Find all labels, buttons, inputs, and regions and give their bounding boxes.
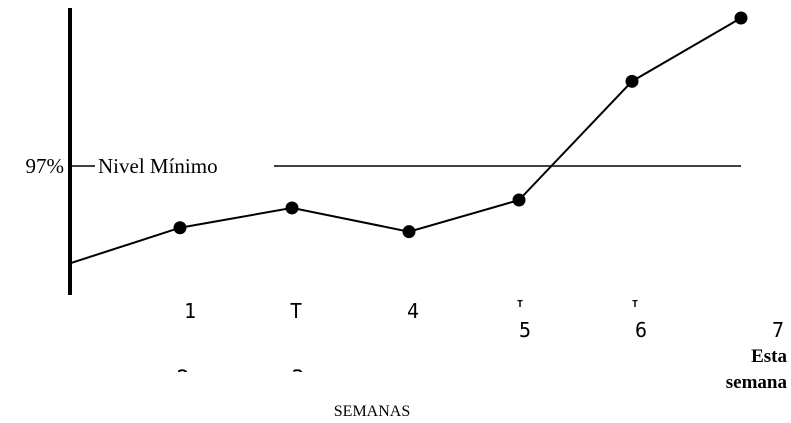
data-point-4 (512, 193, 526, 207)
this-week-label-line-1: Esta (751, 346, 787, 367)
reference-line-label: Nivel Mínimo (98, 154, 218, 178)
x-axis-title: SEMANAS (334, 403, 410, 420)
tick-label-1: 1 (184, 299, 196, 323)
reference-value-label: 97% (26, 154, 65, 178)
data-point-2 (285, 201, 299, 215)
data-point-5 (625, 74, 639, 88)
tick-label-7: 7 (772, 318, 784, 342)
tick-label-2-cut: 2 (176, 367, 189, 392)
data-point-3 (402, 225, 416, 239)
tick-label-4: 4 (407, 299, 419, 323)
tick-label-t-upper: T (290, 299, 302, 323)
tick-label-t-small-a: T (517, 299, 523, 310)
tick-label-3-cut: 3 (291, 367, 304, 392)
data-point-6 (734, 11, 748, 25)
this-week-label-line-2: semana (726, 372, 788, 393)
tick-label-t-small-b: T (632, 299, 638, 310)
tick-label-6: 6 (635, 318, 647, 342)
data-point-1 (173, 221, 187, 235)
series-layer (69, 11, 748, 265)
tick-label-5: 5 (519, 318, 531, 342)
